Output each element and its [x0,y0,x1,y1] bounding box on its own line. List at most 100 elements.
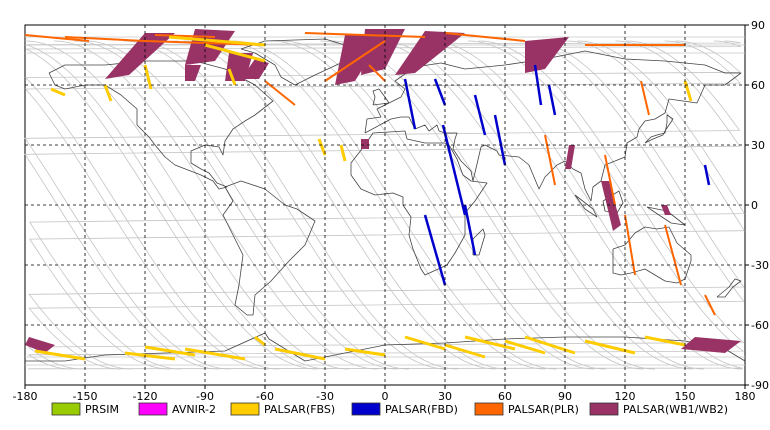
swath-layer [24,29,741,361]
y-tick-label: -90 [751,379,769,392]
coastline-japan [644,114,674,144]
swath-plr [264,80,296,106]
legend-swatch [589,402,619,416]
coastline-greenland [240,38,346,86]
swath-wb [105,33,175,79]
swath-fbs [504,339,546,355]
swath-fbs [103,84,113,102]
swath-fbs [344,347,386,357]
coastline-sumatra [574,194,598,218]
swath-wb [241,59,269,79]
y-tick-label: 30 [751,139,765,152]
legend-item: PALSAR(PLR) [474,402,579,416]
legend: PRSIM AVNIR-2 PALSAR(FBS) PALSAR(FBD) PALSAR… [51,402,728,416]
x-tick-label: 60 [498,390,512,403]
swath-fbs [274,347,326,361]
legend-item: AVNIR-2 [138,402,216,416]
orbit-track [221,40,546,370]
swath-plr [64,36,146,42]
orbit-track [24,40,742,370]
coastline-british-isles [372,88,390,106]
swath-wb [601,181,621,231]
swath-fbs [124,351,176,361]
swath-fbs [404,335,446,351]
grid-lines [25,25,745,385]
map-plot-area [24,24,746,386]
swath-fbd [473,94,487,136]
legend-swatch [51,402,81,416]
swath-fbs [254,335,266,347]
legend-item: PALSAR(FBS) [230,402,335,416]
swath-fbs [227,68,237,86]
swath-wb [565,145,575,169]
orbit-track [27,40,745,370]
swath-fbs [464,335,516,351]
swath-plr [324,40,386,82]
y-tick-label: 60 [751,79,765,92]
swath-wb [361,29,405,75]
swath-fbs [444,343,486,359]
legend-swatch [138,402,168,416]
x-tick-label: -120 [133,390,158,403]
swath-plr [154,34,216,38]
x-tick-label: -90 [196,390,214,403]
swath-plr [604,154,616,206]
swath-fbs [34,349,86,361]
swath-plr [640,80,650,116]
orbit-track [53,40,378,370]
legend-item: PRSIM [51,402,119,416]
swath-fbd [703,164,711,186]
swath-fbs [524,335,576,355]
swath-wb [661,205,671,215]
swath-plr [704,294,716,316]
swath-fbd [423,214,447,286]
y-axis-ticks: 90 60 30 0 -30 -60 -90 [745,19,769,392]
y-tick-label: 0 [751,199,758,212]
legend-label: PALSAR(FBS) [264,403,335,416]
swath-wb [25,337,55,353]
x-tick-label: -30 [316,390,334,403]
legend-swatch [230,402,260,416]
x-tick-label: -60 [256,390,274,403]
legend-label: PALSAR(PLR) [508,403,579,416]
swath-fbs [317,138,327,156]
legend-swatch [474,402,504,416]
swath-wb [525,37,569,73]
swath-fbs [143,64,153,90]
orbit-track [26,40,741,370]
y-tick-label: -30 [751,259,769,272]
swath-fbd [493,114,507,166]
x-tick-label: -180 [13,390,38,403]
swath-plr [24,34,90,42]
swath-fbs [144,345,196,357]
swath-fbs [204,43,266,63]
legend-item: PALSAR(FBD) [351,402,458,416]
orbit-track [28,40,745,370]
swath-fbs [644,335,686,347]
swath-fbd [403,78,417,130]
swath-plr [664,224,682,286]
legend-label: AVNIR-2 [172,403,216,416]
swath-fbd [463,204,477,256]
x-tick-label: 120 [615,390,636,403]
legend-label: PALSAR(WB1/WB2) [623,403,728,416]
x-axis-ticks: -180 -150 -120 -90 -60 -30 0 30 60 90 120 150 180 [13,385,756,403]
coastline-australia [612,226,692,284]
swath-fbs [50,87,66,97]
legend-swatch [351,402,381,416]
swath-fbs [168,35,266,47]
swath-plr [368,64,386,82]
x-tick-label: 150 [675,390,696,403]
swath-fbd [441,124,467,216]
swath-fbs [339,144,347,162]
x-tick-label: 0 [382,390,389,403]
swath-plr [544,134,556,186]
swath-fbs [184,347,246,361]
swath-fbd [547,84,557,116]
swath-plr [444,32,526,42]
x-tick-label: 30 [438,390,452,403]
swath-fbd [433,78,447,106]
coastline-new-zealand [716,278,742,298]
y-tick-label: -60 [751,319,769,332]
